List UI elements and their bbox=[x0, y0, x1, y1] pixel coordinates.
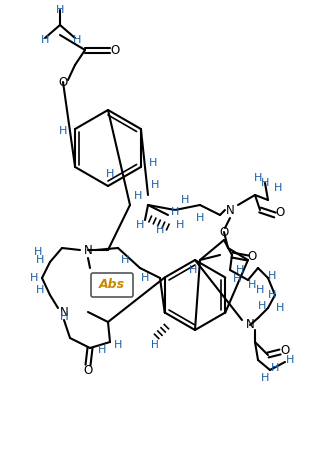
Text: H: H bbox=[274, 183, 282, 193]
Text: H: H bbox=[121, 255, 129, 265]
Text: H: H bbox=[236, 265, 244, 275]
Text: Abs: Abs bbox=[99, 278, 125, 292]
Text: O: O bbox=[275, 206, 285, 219]
Text: N: N bbox=[226, 204, 234, 217]
Text: H: H bbox=[276, 303, 284, 313]
Text: H: H bbox=[258, 301, 266, 311]
Text: H: H bbox=[151, 180, 159, 190]
Text: H: H bbox=[59, 309, 68, 322]
Text: O: O bbox=[111, 44, 120, 57]
Text: H: H bbox=[149, 158, 157, 168]
Text: H: H bbox=[233, 275, 241, 285]
Text: N: N bbox=[246, 319, 254, 331]
Text: H: H bbox=[106, 169, 114, 179]
Text: H: H bbox=[196, 213, 204, 223]
Text: H: H bbox=[73, 35, 81, 45]
Text: N: N bbox=[84, 243, 92, 256]
Text: H: H bbox=[56, 5, 64, 15]
Text: H: H bbox=[98, 345, 106, 355]
Text: O: O bbox=[58, 75, 68, 88]
Text: H: H bbox=[151, 340, 159, 350]
Text: H: H bbox=[156, 225, 164, 235]
Text: H: H bbox=[171, 207, 179, 217]
Text: H: H bbox=[261, 178, 269, 188]
Text: H: H bbox=[59, 126, 67, 136]
Text: H: H bbox=[30, 273, 38, 283]
Text: H: H bbox=[261, 373, 269, 383]
Text: H: H bbox=[189, 265, 197, 275]
Text: H: H bbox=[286, 355, 294, 365]
Text: H: H bbox=[181, 195, 189, 205]
Text: H: H bbox=[36, 255, 44, 265]
Text: N: N bbox=[59, 306, 68, 319]
Text: H: H bbox=[248, 280, 256, 290]
Text: H: H bbox=[134, 191, 142, 201]
Text: H: H bbox=[268, 271, 276, 281]
Text: H: H bbox=[41, 35, 49, 45]
Text: H: H bbox=[254, 173, 262, 183]
Text: O: O bbox=[247, 250, 257, 263]
Text: H: H bbox=[268, 290, 276, 300]
Text: O: O bbox=[219, 226, 228, 239]
Text: O: O bbox=[280, 344, 290, 357]
Text: H: H bbox=[136, 220, 144, 230]
Text: H: H bbox=[176, 220, 184, 230]
Text: O: O bbox=[84, 364, 93, 376]
FancyBboxPatch shape bbox=[91, 273, 133, 297]
Text: H: H bbox=[141, 273, 149, 283]
Text: H: H bbox=[271, 363, 279, 373]
Text: H: H bbox=[34, 247, 42, 257]
Text: H: H bbox=[36, 285, 44, 295]
Text: H: H bbox=[256, 285, 264, 295]
Text: H: H bbox=[114, 340, 122, 350]
